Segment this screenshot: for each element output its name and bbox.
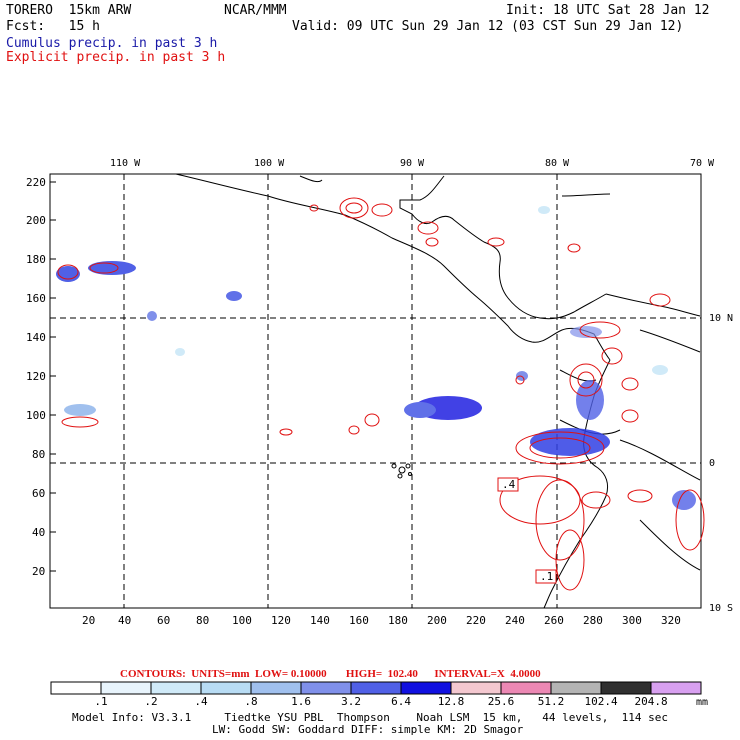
bottom-tick: 140	[310, 614, 330, 627]
model-info: Model Info: V3.3.1 Tiedtke YSU PBL Thomp…	[72, 711, 669, 724]
colorbar-swatch	[500, 681, 552, 695]
lon-label-70w: 70 W	[690, 158, 715, 169]
contour-box-label-1: .4	[502, 478, 516, 491]
colorbar-label: .2	[144, 695, 158, 708]
bottom-tick: 160	[349, 614, 369, 627]
inland-borders	[619, 329, 701, 571]
left-tick: 160	[26, 292, 46, 305]
left-tick: 200	[26, 214, 46, 227]
bottom-tick: 220	[466, 614, 486, 627]
contour-box-label-2: .1	[540, 570, 554, 583]
colorbar-label: 1.6	[291, 695, 311, 708]
bottom-tick: 60	[157, 614, 171, 627]
lon-label-100w: 100 W	[254, 158, 285, 169]
model-physics: LW: Godd SW: Goddard DIFF: simple KM: 2D…	[212, 723, 524, 736]
model-title: TORERO 15km ARW	[6, 3, 132, 18]
explicit-precip	[57, 197, 705, 591]
bottom-tick: 260	[544, 614, 564, 627]
legend-cumulus: Cumulus precip. in past 3 h	[6, 36, 218, 51]
left-tick: 80	[32, 448, 46, 461]
colorbar-swatch	[200, 681, 252, 695]
left-tick: 220	[26, 176, 46, 189]
left-tick: 180	[26, 253, 46, 266]
galapagos-islands	[391, 463, 412, 479]
left-tick: 140	[26, 331, 46, 344]
left-tick: 40	[32, 526, 46, 539]
bottom-tick: 300	[622, 614, 642, 627]
valid-time: Valid: 09 UTC Sun 29 Jan 12 (03 CST Sun …	[292, 19, 684, 34]
colorbar-label: .4	[194, 695, 208, 708]
colorbar-label: 204.8	[634, 695, 668, 708]
bottom-tick: 180	[388, 614, 408, 627]
colorbar	[50, 681, 702, 695]
bottom-tick: 100	[232, 614, 252, 627]
org-label: NCAR/MMM	[224, 3, 287, 18]
bottom-tick: 40	[118, 614, 132, 627]
init-time: Init: 18 UTC Sat 28 Jan 12	[506, 3, 710, 18]
bottom-tick: 240	[505, 614, 525, 627]
bottom-tick: 80	[196, 614, 210, 627]
lat-label-0: 0	[709, 458, 716, 469]
colorbar-label: 12.8	[437, 695, 465, 708]
bottom-tick: 20	[82, 614, 96, 627]
lon-label-110w: 110 W	[110, 158, 141, 169]
bottom-tick: 280	[583, 614, 603, 627]
cumulus-precip	[56, 206, 696, 510]
colorbar-label: .1	[94, 695, 108, 708]
colorbar-label: 3.2	[341, 695, 361, 708]
axis-ticks	[50, 181, 56, 572]
central-america-pacific-coast	[175, 173, 611, 361]
colorbar-label: 102.4	[584, 695, 618, 708]
colorbar-swatch	[350, 681, 402, 695]
lat-label-10s: 10 S	[709, 603, 734, 614]
colorbar-label: 51.2	[537, 695, 565, 708]
forecast-hour: Fcst: 15 h	[6, 19, 100, 34]
lon-label-90w: 90 W	[400, 158, 425, 169]
colorbar-swatch	[650, 681, 702, 695]
colorbar-swatch	[550, 681, 602, 695]
colorbar-swatch	[300, 681, 352, 695]
bottom-tick: 320	[661, 614, 681, 627]
colorbar-label: 6.4	[391, 695, 411, 708]
colorbar-unit: mm	[696, 697, 709, 708]
caribbean-islands	[299, 175, 611, 197]
colorbar-swatch	[250, 681, 302, 695]
left-tick: 20	[32, 565, 46, 578]
map-frame	[49, 173, 702, 609]
colorbar-swatch	[50, 681, 102, 695]
left-tick: 60	[32, 487, 46, 500]
colorbar-swatch	[450, 681, 502, 695]
colorbar-swatch	[100, 681, 152, 695]
colorbar-label: .8	[244, 695, 258, 708]
contours-summary: CONTOURS: UNITS=mm LOW= 0.10000 HIGH= 10…	[120, 668, 541, 680]
bottom-tick: 120	[271, 614, 291, 627]
lon-label-80w: 80 W	[545, 158, 570, 169]
left-tick: 120	[26, 370, 46, 383]
contour-value-boxes	[497, 477, 557, 584]
lat-label-10n: 10 N	[709, 313, 734, 324]
bottom-tick: 200	[427, 614, 447, 627]
left-tick: 100	[26, 409, 46, 422]
colorbar-label: 25.6	[487, 695, 515, 708]
colorbar-swatch	[150, 681, 202, 695]
colorbar-swatch	[600, 681, 652, 695]
legend-explicit: Explicit precip. in past 3 h	[6, 50, 226, 65]
colorbar-swatch	[400, 681, 452, 695]
